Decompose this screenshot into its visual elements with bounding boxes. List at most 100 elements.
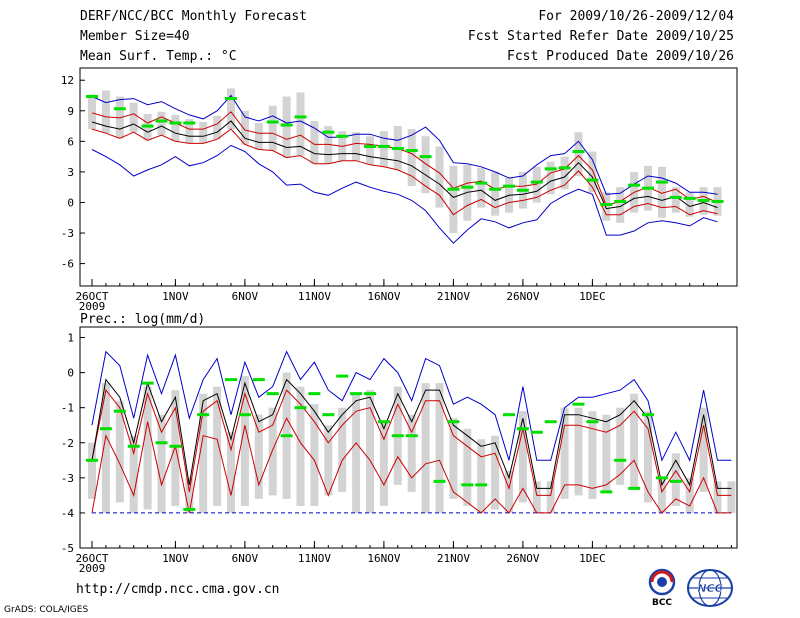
ensemble-spread-box [546,161,555,195]
observation-marker [516,427,529,431]
ensemble-spread-box [588,411,597,499]
ensemble-spread-box [227,432,235,513]
ensemble-spread-box [379,421,388,506]
observation-marker [252,378,265,382]
x-tick-label: 26OCT [75,290,108,303]
observation-marker [447,420,460,424]
ncc-logo-text: NCC [697,582,722,595]
observation-marker [614,458,627,462]
observation-marker [350,392,363,396]
observation-marker [377,420,390,424]
observation-marker [558,166,571,170]
observation-marker [475,483,488,487]
ensemble-spread-box [421,383,430,513]
y-tick-label: 0 [67,367,74,380]
ensemble-spread-box [532,481,541,513]
observation-marker [336,134,349,138]
observation-marker [600,490,613,494]
ensemble-spread-box [560,156,569,190]
ensemble-spread-box [518,411,527,503]
observation-marker [364,144,376,148]
x-tick-label: 6NOV [232,290,259,303]
ensemble-spread-box [268,105,277,151]
ensemble-spread-box [213,386,222,506]
observation-marker [322,130,335,134]
ensemble-spread-box [157,111,166,136]
observation-marker [294,406,307,410]
observation-marker [99,427,112,431]
y-tick-label: -1 [61,402,74,415]
ensemble-spread-box [699,407,708,492]
observation-marker [544,420,557,424]
observation-marker [364,392,376,396]
ensemble-spread-box [88,94,96,130]
ensemble-spread-box [199,121,208,144]
observation-marker [461,185,474,189]
ensemble-spread-box [407,129,416,187]
ensemble-spread-box [227,88,235,130]
observation-marker [711,199,724,203]
forecast-produced-date: Fcst Produced Date 2009/10/26 [507,49,734,64]
series-p10-line [91,128,718,216]
forecast-period: For 2009/10/26-2009/12/04 [538,9,734,24]
observation-marker [266,392,279,396]
ensemble-spread-box [310,404,319,506]
observation-marker [280,434,293,438]
ensemble-spread-box [491,171,500,216]
series-mean-line [91,120,718,210]
ensemble-spread-box [352,393,361,513]
ensemble-spread-box [616,187,625,223]
variable-label: Mean Surf. Temp.: °C [80,49,237,64]
series-mean-line [91,378,732,489]
ensemble-spread-box [101,383,110,513]
series-p90-line [91,388,732,496]
ensemble-spread-box [588,151,597,193]
observation-marker [141,381,154,385]
ensemble-spread-box [435,383,444,513]
observation-marker [683,196,696,200]
observation-marker [600,203,613,207]
observation-marker [586,420,599,424]
ensemble-spread-box [185,118,194,144]
ensemble-spread-box [435,146,444,208]
observation-marker [391,434,404,438]
observation-marker [433,479,446,483]
observation-marker [141,124,154,128]
ensemble-spread-box [185,477,194,513]
x-tick-label: 16NOV [367,290,400,303]
observation-marker [628,183,641,187]
observation-marker [183,121,196,125]
observation-marker [655,180,668,184]
header-left: DERF/NCC/BCC Monthly Forecast Member Siz… [80,9,307,69]
x-tick-label: 1NOV [162,290,189,303]
y-tick-label: 6 [67,135,74,148]
ensemble-spread-box [532,166,541,203]
ensemble-spread-box [282,96,291,158]
x-tick-label: 1DEC [579,552,606,565]
y-tick-label: 3 [67,166,74,179]
x-year-label: 2009 [79,562,106,575]
observation-marker [669,479,682,483]
observation-marker [225,97,237,101]
observation-marker [461,483,474,487]
ensemble-spread-box [338,407,347,492]
ensemble-spread-box [324,126,333,164]
ensemble-spread-box [546,481,555,513]
ensemble-spread-box [574,407,583,496]
y-tick-label: -5 [61,542,74,555]
x-tick-label: 21NOV [437,290,470,303]
ensemble-spread-box [199,393,208,513]
observation-marker [113,409,126,413]
ensemble-spread-box [463,428,472,506]
panel-title: Prec.: log(mm/d) [80,312,205,327]
grads-credit: GrADS: COLA/IGES [4,605,89,615]
website-url[interactable]: http://cmdp.ncc.cma.gov.cn [76,582,280,597]
observation-marker [544,167,557,171]
ensemble-spread-box [88,442,96,499]
observation-marker [308,392,321,396]
ensemble-spread-box [129,102,138,133]
ensemble-spread-box [254,123,263,150]
observation-marker [169,444,182,448]
ensemble-spread-box [366,136,374,165]
bcc-logo-text: BCC [652,598,672,608]
